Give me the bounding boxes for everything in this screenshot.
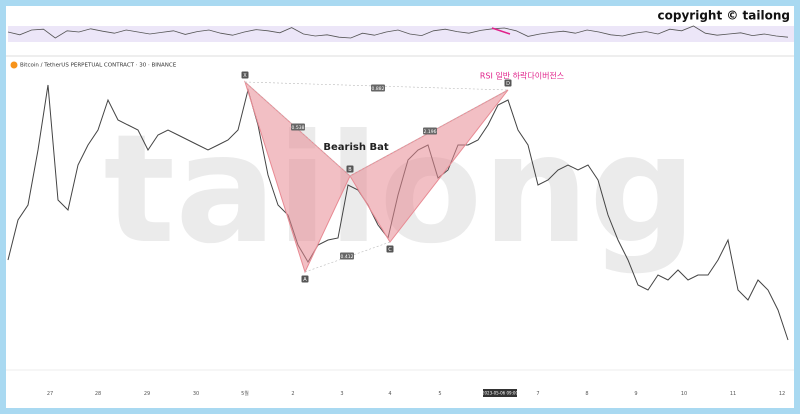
point-box — [386, 245, 394, 253]
ratio-label: 2.196 — [424, 129, 437, 135]
date-label: 12 — [779, 391, 785, 397]
point-box — [301, 275, 309, 283]
copyright: copyright © tailong — [658, 9, 790, 23]
point-label: B — [348, 167, 352, 173]
header: Bitcoin / TetherUS PERPETUAL CONTRACT · … — [20, 63, 177, 69]
ratio-label: 0.412 — [341, 254, 354, 260]
date-label: 5월 — [241, 390, 249, 397]
date-label: 3 — [340, 391, 343, 397]
date-label: 28 — [95, 391, 101, 397]
date-label: 2023-05-06 09:00 — [482, 391, 519, 396]
point-label: D — [506, 81, 510, 87]
ratio-box — [291, 123, 305, 131]
date-label: 7 — [536, 391, 539, 397]
divergence-line — [491, 27, 511, 35]
ratio-label: 0.882 — [372, 86, 385, 92]
divergence-note: RSI 일반 하락다이버전스 — [480, 71, 564, 81]
ratio-box — [423, 127, 437, 135]
date-label: 4 — [388, 391, 391, 397]
date-label: 8 — [585, 391, 588, 397]
rsi-band — [8, 26, 794, 42]
point-label: A — [303, 277, 307, 283]
date-label: 9 — [634, 391, 637, 397]
coin-icon — [10, 61, 18, 69]
point-label: X — [243, 73, 247, 79]
ratio-box — [371, 84, 385, 92]
point-box — [504, 79, 512, 87]
date-label: 10 — [681, 391, 687, 397]
ratio-box — [340, 252, 354, 260]
point-box — [346, 165, 354, 173]
pattern-title: Bearish Bat — [323, 142, 388, 153]
ratio-label: 0.538 — [292, 125, 305, 131]
date-label: 29 — [144, 391, 150, 397]
date-label: 27 — [47, 391, 53, 397]
cursor-date-box — [483, 389, 517, 397]
pattern-guide — [244, 81, 351, 177]
date-label: 11 — [730, 391, 736, 397]
date-label: 5 — [438, 391, 441, 397]
point-label: C — [388, 247, 392, 253]
date-label: 30 — [193, 391, 199, 397]
point-box — [241, 71, 249, 79]
rsi-line — [7, 25, 789, 39]
date-label: 2 — [291, 391, 294, 397]
